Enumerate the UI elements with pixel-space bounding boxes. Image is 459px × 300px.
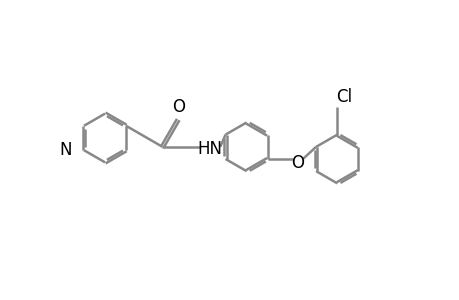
Text: O: O <box>291 154 304 172</box>
Text: Cl: Cl <box>336 88 352 106</box>
Text: HN: HN <box>197 140 222 158</box>
Text: O: O <box>171 98 185 116</box>
Text: N: N <box>60 141 72 159</box>
